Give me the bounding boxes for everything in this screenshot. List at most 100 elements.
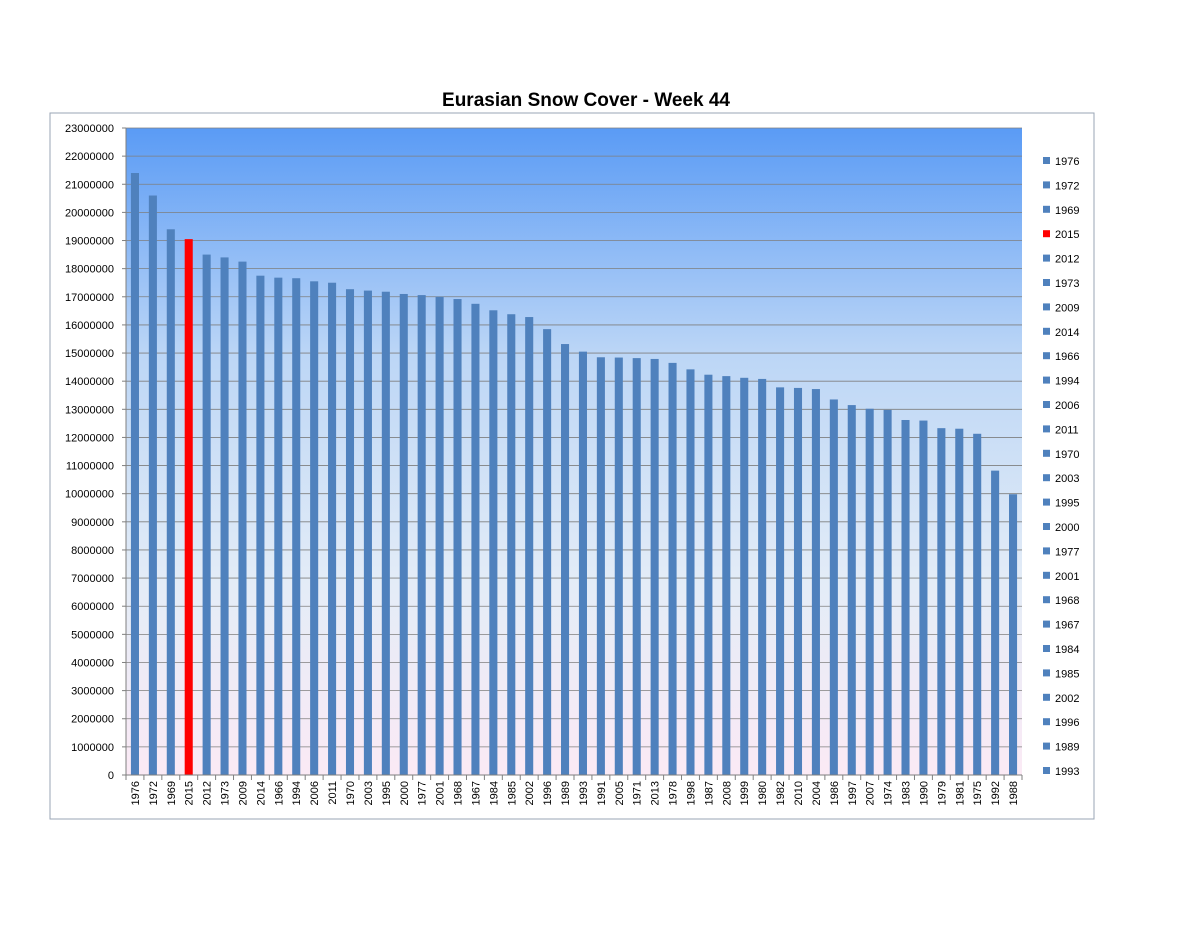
bar-2012	[202, 254, 211, 775]
y-tick-label: 18000000	[65, 264, 114, 276]
bar-1985	[507, 314, 516, 775]
legend-entry: 1995	[1055, 498, 1079, 510]
legend-entry: 1966	[1055, 351, 1079, 363]
y-tick-label: 23000000	[65, 123, 114, 135]
x-tick-label: 1989	[560, 781, 572, 805]
legend-swatch	[1043, 157, 1050, 164]
legend-entry: 2006	[1055, 400, 1079, 412]
legend-entry: 1985	[1055, 668, 1079, 680]
x-tick-label: 2011	[327, 781, 339, 805]
x-tick-label: 2003	[363, 781, 375, 805]
x-tick-label: 1980	[757, 781, 769, 805]
legend-entry: 1994	[1055, 376, 1079, 388]
y-tick-label: 11000000	[66, 461, 114, 473]
legend-swatch	[1043, 425, 1050, 433]
x-axis-ticks: 1976 1972 1969 2015 2012 1973 2009 2014 1966 1994…	[125, 775, 1023, 805]
y-tick-label: 9000000	[71, 517, 114, 529]
legend-entry: 1976	[1055, 156, 1079, 168]
legend-entry: 2009	[1055, 302, 1079, 314]
y-tick-label: 20000000	[65, 207, 114, 219]
legend-entry: 1968	[1055, 595, 1079, 607]
bar-2015	[184, 239, 193, 775]
legend-entry: 2011	[1055, 424, 1079, 436]
x-tick-label: 1973	[220, 781, 232, 805]
bar-1983	[901, 419, 910, 775]
legend-swatch	[1043, 327, 1050, 335]
y-tick-label: 13000000	[65, 404, 114, 416]
x-tick-label: 1991	[596, 781, 608, 805]
bar-2000	[399, 293, 408, 775]
x-tick-label: 2009	[237, 781, 249, 805]
bars	[130, 173, 1018, 776]
bar-2006	[310, 281, 319, 775]
bar-2009	[238, 261, 247, 775]
bar-2001	[435, 296, 444, 775]
x-tick-label: 2014	[255, 781, 267, 805]
x-tick-label: 1988	[1008, 781, 1020, 805]
bar-1971	[632, 358, 641, 775]
bar-1969	[166, 229, 175, 776]
legend-entry: 2001	[1055, 571, 1079, 583]
legend-swatch	[1043, 376, 1050, 384]
y-axis-ticks: 0 1000000 2000000 3000000 4000000 5000000 6000…	[65, 123, 126, 782]
legend-entry: 2015	[1055, 229, 1079, 241]
bar-2005	[614, 357, 623, 775]
bar-1986	[829, 399, 838, 775]
x-tick-label: 2010	[793, 781, 805, 805]
x-tick-label: 1966	[273, 781, 285, 805]
x-tick-label: 2015	[184, 781, 196, 805]
x-tick-label: 2006	[309, 781, 321, 805]
legend-swatch	[1043, 742, 1050, 750]
bar-1999	[740, 377, 749, 775]
legend-swatch	[1043, 523, 1050, 530]
legend-entry: 1993	[1055, 766, 1079, 778]
bar-2011	[328, 282, 337, 775]
legend-swatch	[1043, 767, 1050, 774]
x-tick-label: 1981	[954, 781, 966, 805]
legend-entry: 1970	[1055, 449, 1079, 461]
y-tick-label: 10000000	[65, 489, 114, 501]
y-tick-label: 3000000	[71, 686, 114, 698]
bar-1982	[776, 387, 785, 775]
x-tick-label: 1979	[936, 781, 948, 805]
bar-1967	[471, 303, 480, 775]
y-tick-label: 7000000	[71, 573, 114, 585]
y-tick-label: 5000000	[71, 629, 114, 641]
x-tick-label: 1993	[578, 781, 590, 805]
legend-entry: 2014	[1055, 327, 1079, 339]
bar-1984	[489, 310, 498, 775]
x-tick-label: 1983	[901, 781, 913, 805]
bar-1979	[937, 428, 946, 775]
bar-1977	[417, 295, 426, 775]
x-tick-label: 1972	[148, 781, 160, 805]
bar-1994	[292, 278, 301, 775]
bar-2007	[865, 408, 874, 775]
x-tick-label: 1997	[847, 781, 859, 805]
x-tick-label: 2000	[399, 781, 411, 805]
x-tick-label: 2001	[435, 781, 447, 805]
legend-entry: 1977	[1055, 546, 1079, 558]
bar-2013	[650, 358, 659, 775]
x-tick-label: 1967	[470, 781, 482, 805]
x-tick-label: 1969	[166, 781, 178, 805]
y-tick-label: 8000000	[71, 545, 114, 557]
legend-swatch	[1043, 230, 1050, 238]
y-tick-label: 1000000	[71, 742, 114, 754]
bar-2010	[793, 387, 803, 775]
legend-swatch	[1043, 352, 1050, 360]
y-tick-label: 15000000	[65, 348, 114, 360]
legend-swatch	[1043, 669, 1050, 677]
legend-entry: 1972	[1055, 180, 1079, 192]
x-tick-label: 1982	[775, 781, 787, 805]
legend-entry: 1969	[1055, 205, 1079, 217]
legend-swatch	[1043, 571, 1050, 579]
legend-swatch	[1043, 596, 1050, 604]
bar-2004	[811, 389, 820, 775]
bar-1990	[919, 420, 928, 775]
legend-swatch	[1043, 401, 1050, 408]
y-tick-label: 22000000	[65, 151, 114, 163]
bar-1966	[274, 277, 283, 775]
x-tick-label: 1976	[130, 781, 142, 805]
legend-entry: 2003	[1055, 473, 1079, 485]
